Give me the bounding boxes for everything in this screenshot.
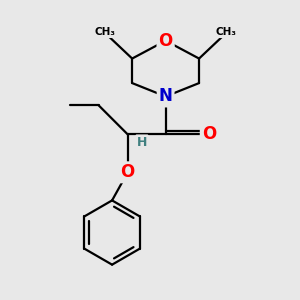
Text: CH₃: CH₃ <box>215 27 236 37</box>
Text: CH₃: CH₃ <box>95 27 116 37</box>
Text: N: N <box>159 88 172 106</box>
Text: O: O <box>202 125 216 143</box>
Text: O: O <box>120 163 134 181</box>
Text: H: H <box>137 136 147 149</box>
Text: O: O <box>158 32 173 50</box>
